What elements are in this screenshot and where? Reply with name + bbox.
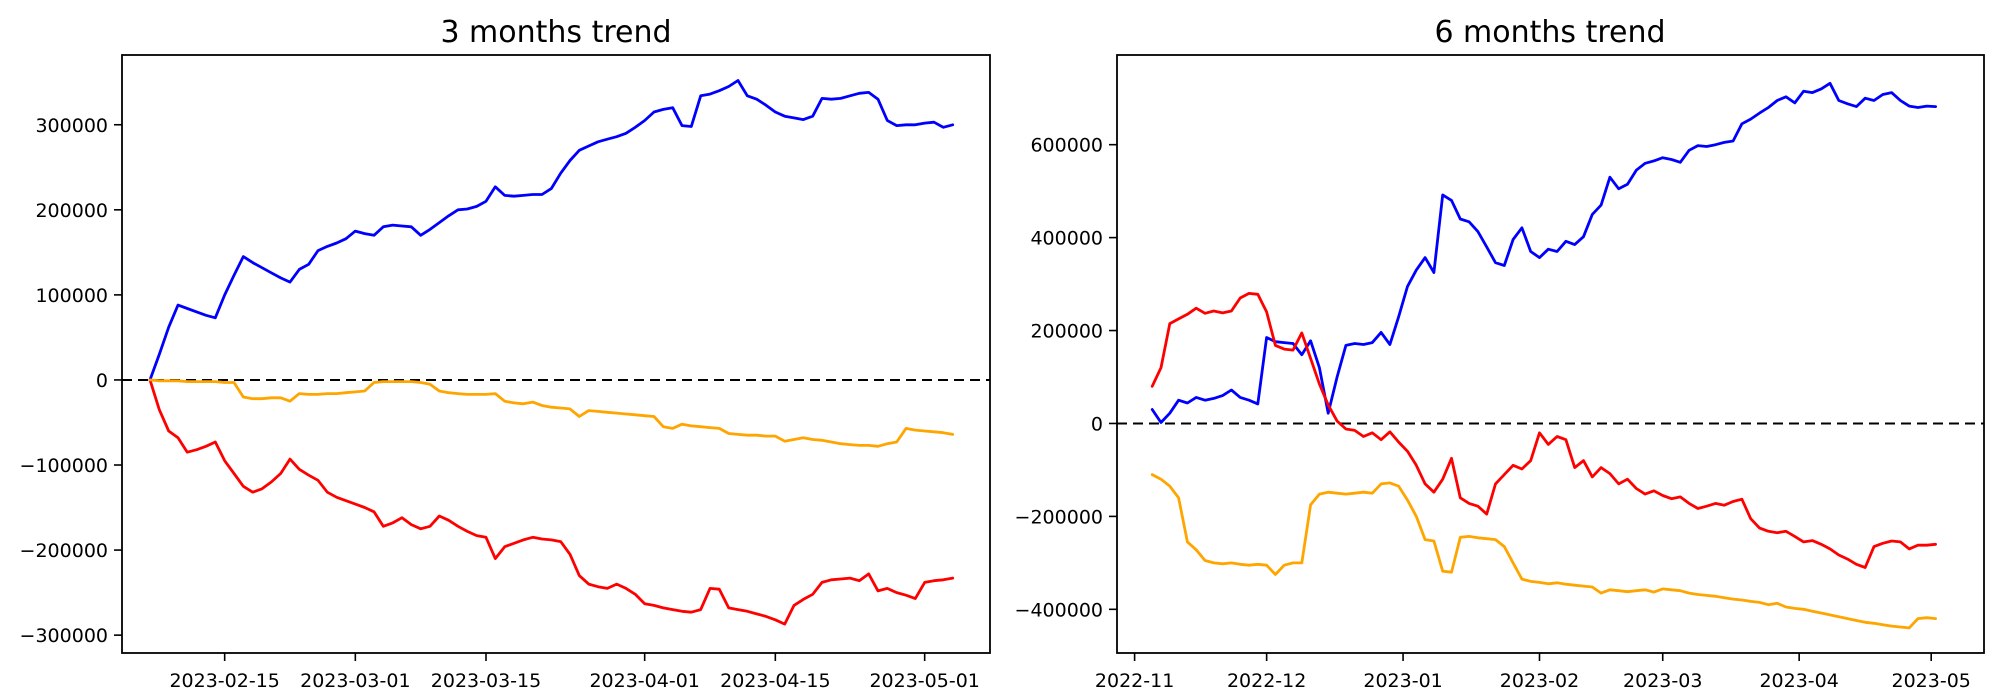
chart-6-months-trend: 6 months trend 600000 400000 200000 0 −20000… <box>1015 15 1985 692</box>
x-tick-label: 2022-12 <box>1227 670 1306 692</box>
y-tick-label: 0 <box>96 370 108 392</box>
series-line-red <box>148 378 955 626</box>
y-tick-label: 200000 <box>1030 321 1103 343</box>
chart-title-3-months: 3 months trend <box>440 15 671 50</box>
x-tick-label: 2023-01 <box>1363 670 1442 692</box>
x-tick-label: 2023-04-15 <box>720 670 830 692</box>
series-line-orange <box>148 378 955 448</box>
series-line-blue <box>148 79 955 382</box>
chart-title-6-months: 6 months trend <box>1434 15 1665 50</box>
y-tick-label: 400000 <box>1030 228 1103 250</box>
y-tick-label: −200000 <box>1015 506 1103 528</box>
series-line-red <box>1150 291 1937 569</box>
x-tick-label: 2023-05-01 <box>869 670 979 692</box>
x-tick-label: 2023-04 <box>1759 670 1838 692</box>
y-tick-label: −400000 <box>1015 599 1103 621</box>
x-tick-label: 2022-11 <box>1095 670 1174 692</box>
chart-3-months-trend: 3 months trend 300000 200000 100000 0 −10000… <box>20 15 991 692</box>
plot-border <box>1116 54 1985 654</box>
x-tick-label: 2023-02 <box>1500 670 1579 692</box>
y-tick-label: −100000 <box>20 455 108 477</box>
y-tick-label: 600000 <box>1030 135 1103 157</box>
x-tick-label: 2023-03 <box>1623 670 1702 692</box>
x-tick-label: 2023-04-01 <box>589 670 699 692</box>
x-tick-label: 2023-03-15 <box>431 670 541 692</box>
series-line-orange <box>1150 473 1937 630</box>
y-tick-label: −300000 <box>20 625 108 647</box>
x-tick-label: 2023-03-01 <box>300 670 410 692</box>
x-tick-label: 2023-05 <box>1891 670 1970 692</box>
plot-border <box>121 54 991 654</box>
y-tick-label: −200000 <box>20 540 108 562</box>
y-tick-label: 300000 <box>35 115 108 137</box>
y-tick-label: 100000 <box>35 285 108 307</box>
x-tick-label: 2023-02-15 <box>169 670 279 692</box>
y-tick-label: 0 <box>1091 413 1103 435</box>
y-tick-label: 200000 <box>35 200 108 222</box>
series-line-blue <box>1150 81 1937 424</box>
